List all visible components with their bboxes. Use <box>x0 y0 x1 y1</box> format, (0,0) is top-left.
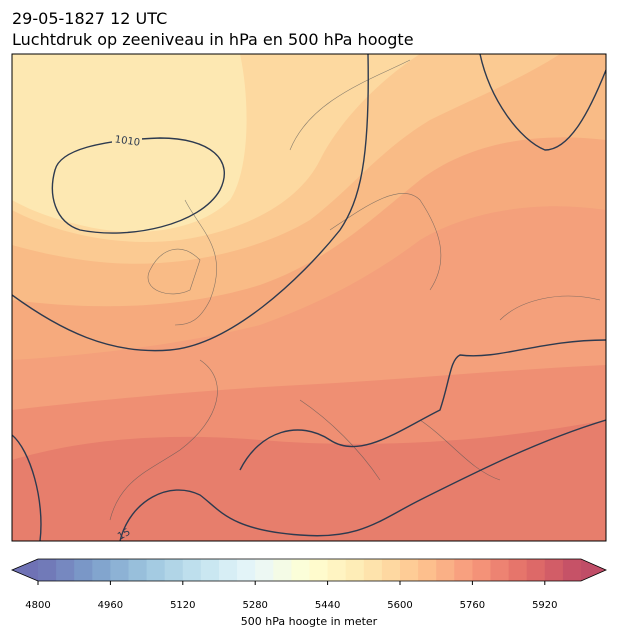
colorbar-segment <box>526 559 546 581</box>
colorbar-label: 500 hPa hoogte in meter <box>241 615 378 628</box>
colorbar-tick-label: 5600 <box>387 600 412 611</box>
colorbar-segment <box>490 559 510 581</box>
isobar <box>12 434 42 541</box>
colorbar-segment <box>128 559 148 581</box>
label-bg <box>112 134 142 146</box>
colorbar-segment <box>436 559 455 581</box>
colorbar-segment <box>219 559 238 581</box>
colorbar-segment <box>400 559 419 581</box>
colorbar-segment <box>327 559 347 581</box>
colorbar-segment <box>363 559 383 581</box>
colorbar-extend <box>12 559 38 581</box>
map: 1010 15 <box>12 54 606 543</box>
isobar <box>119 419 606 541</box>
colorbar-segment <box>237 559 256 581</box>
colorbar-segment <box>381 559 401 581</box>
colorbar-segment <box>164 559 184 581</box>
colorbar-segment <box>182 559 202 581</box>
colorbar-segment <box>544 559 564 581</box>
colorbar-segment <box>273 559 292 581</box>
colorbar-segment <box>309 559 329 581</box>
colorbar-segment <box>345 559 365 581</box>
colorbar-segment <box>454 559 473 581</box>
isobar <box>239 339 606 471</box>
colorbar-tick-label: 4800 <box>25 600 50 611</box>
colorbar-outline <box>10 558 607 582</box>
colorbar-segment <box>562 559 582 581</box>
colorbar-segment <box>38 559 57 581</box>
isobar <box>12 54 369 352</box>
isobar <box>479 54 606 151</box>
colorbar-segment <box>418 559 437 581</box>
colorbar-extend <box>581 559 606 581</box>
map-frame <box>11 53 607 542</box>
colorbar-segment <box>291 559 310 581</box>
colorbar-segment <box>110 559 129 581</box>
contour-label: 15 <box>116 527 133 543</box>
colorbar-segment <box>56 559 75 581</box>
isobar <box>51 137 226 234</box>
colorbar-tick-label: 5120 <box>170 600 195 611</box>
title: 29-05-1827 12 UTC <box>12 9 167 28</box>
colorbar-tick-label: 5760 <box>460 600 485 611</box>
colorbar-tick-label: 5280 <box>242 600 267 611</box>
contour-label: 1010 <box>114 134 141 148</box>
colorbar-segment <box>200 559 220 581</box>
colorbar-tick-label: 4960 <box>98 600 123 611</box>
colorbar-segment <box>255 559 274 581</box>
colorbar-segment <box>472 559 491 581</box>
colorbar-segment <box>92 559 111 581</box>
colorbar: 4800 4960 5120 5280 5440 5600 5760 5920 <box>10 558 607 611</box>
colorbar-segment <box>146 559 166 581</box>
colorbar-tick-label: 5440 <box>315 600 340 611</box>
colorbar-tick-label: 5920 <box>532 600 557 611</box>
subtitle: Luchtdruk op zeeniveau in hPa en 500 hPa… <box>12 30 414 49</box>
colorbar-segment <box>74 559 93 581</box>
coastline <box>109 59 601 521</box>
colorbar-segment <box>508 559 528 581</box>
